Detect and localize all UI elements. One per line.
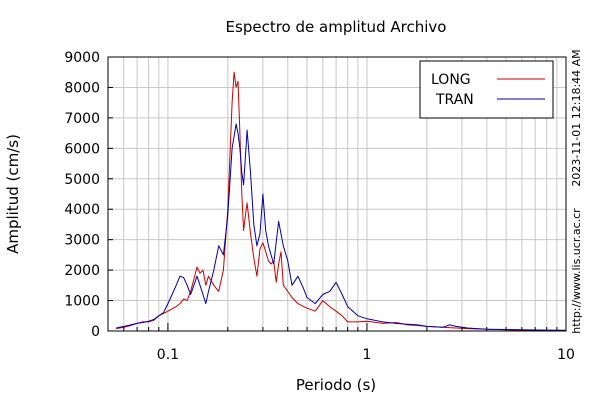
legend-label-tran: TRAN [435, 92, 474, 108]
series-line-tran [116, 123, 567, 331]
x-tick-label: 1 [362, 347, 371, 363]
chart-title: Espectro de amplitud Archivo [226, 18, 447, 36]
y-tick-label: 9000 [64, 50, 100, 66]
y-tick-label: 2000 [64, 263, 100, 279]
y-tick-label: 3000 [64, 233, 100, 249]
x-axis-label: Periodo (s) [296, 376, 376, 394]
legend-label-long: LONG [431, 72, 471, 88]
legend-box [419, 60, 554, 119]
y-tick-label: 0 [91, 324, 100, 340]
x-tick-label: 10 [557, 347, 575, 363]
plot-lines [116, 71, 567, 331]
y-tick-label: 8000 [64, 80, 100, 96]
y-ticks: 0 1000 2000 3000 4000 5000 6000 7000 8000 9000 [64, 50, 113, 340]
y-tick-label: 4000 [64, 202, 100, 218]
legend: LONG TRAN [419, 60, 554, 119]
y-tick-label: 5000 [64, 172, 100, 188]
timestamp-label: 2023-11-01 12:18:44 AM [570, 49, 583, 186]
y-axis-label: Amplitud (cm/s) [4, 134, 22, 254]
series-line-long [116, 71, 566, 331]
x-ticks: 0.1 1 10 [107, 323, 575, 363]
plot-frame [107, 56, 567, 332]
y-tick-label: 6000 [64, 141, 100, 157]
y-tick-label: 7000 [64, 111, 100, 127]
website-label: http://www.lis.ucr.ac.cr [570, 208, 583, 334]
y-tick-label: 1000 [64, 294, 100, 310]
x-tick-label: 0.1 [157, 347, 179, 363]
